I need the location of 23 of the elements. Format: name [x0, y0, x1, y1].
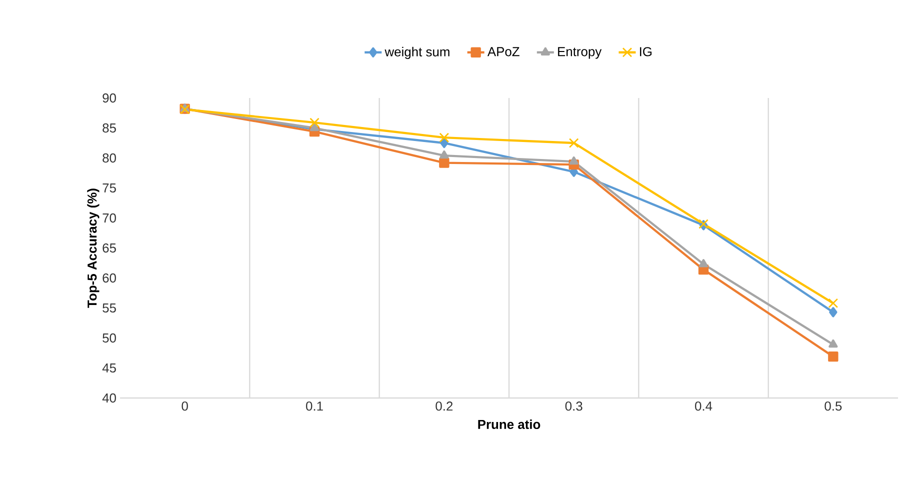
legend-label: Entropy [558, 47, 602, 59]
legend-label: IG [640, 47, 652, 56]
y-tick-label: 45 [102, 363, 116, 373]
y-tick-label: 80 [102, 153, 116, 163]
x-tick-label: 0.1 [306, 402, 323, 411]
y-axis-title: Top-5 Accuracy (%) [87, 188, 100, 308]
y-tick-label: 85 [102, 123, 116, 133]
legend-label: weight sum [384, 46, 450, 59]
x-tick-label: 0.2 [436, 402, 453, 411]
y-tick-label: 65 [102, 243, 116, 253]
y-tick-label: 50 [102, 333, 116, 343]
y-tick-label: 75 [102, 183, 116, 193]
y-tick-label: 90 [102, 93, 116, 103]
x-tick-label: 0.4 [695, 402, 712, 411]
x-tick-label: 0.5 [824, 402, 842, 411]
y-tick-label: 60 [102, 273, 116, 283]
x-axis-title: Prune atio [478, 420, 540, 430]
y-tick-label: 70 [102, 213, 116, 223]
y-tick-label: 55 [102, 303, 116, 312]
x-tick-label: 0.3 [565, 402, 582, 411]
x-tick-label: 0 [182, 402, 188, 411]
y-tick-label: 40 [102, 393, 116, 403]
legend-label: APoZ [487, 47, 520, 56]
